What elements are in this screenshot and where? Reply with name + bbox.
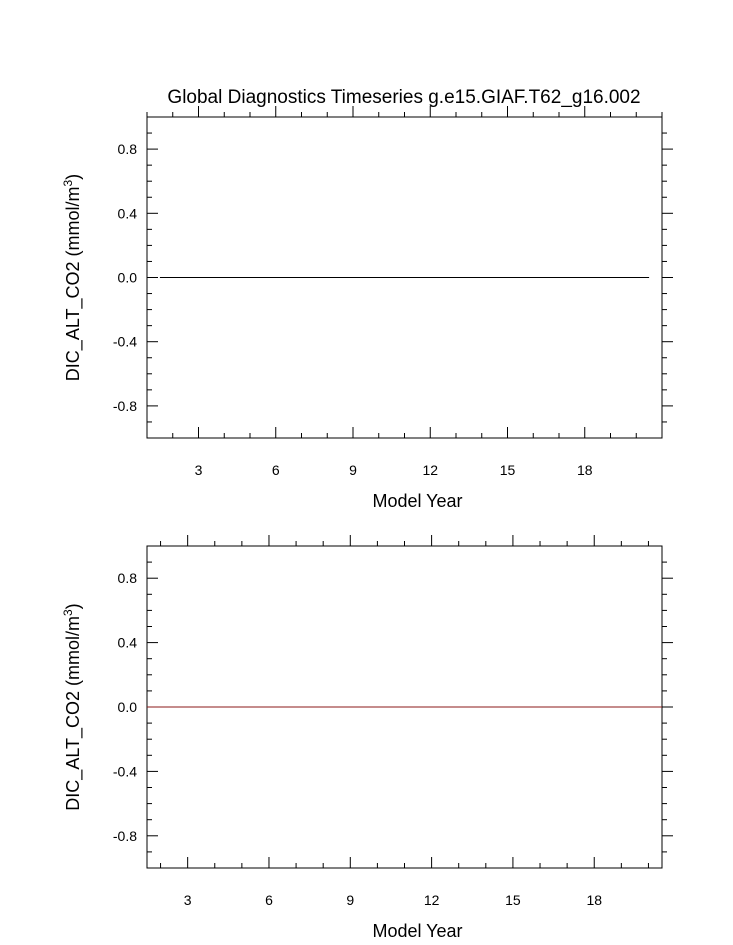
x-tick-label: 18 (577, 462, 593, 478)
y-tick-label: 0.4 (118, 635, 138, 651)
y-tick-label: -0.8 (113, 398, 137, 414)
y-tick-label: -0.8 (113, 828, 137, 844)
x-tick-label: 12 (424, 892, 440, 908)
y-axis-label-close: ) (63, 174, 83, 180)
y-axis-label-close: ) (63, 603, 83, 609)
x-tick-label: 3 (195, 462, 203, 478)
y-axis-label-text: DIC_ALT_CO2 (mmol/m (63, 616, 84, 811)
x-axis-label: Model Year (372, 921, 462, 941)
y-axis-label-text: DIC_ALT_CO2 (mmol/m (63, 186, 84, 381)
y-tick-label: -0.4 (113, 334, 137, 350)
y-axis-label: DIC_ALT_CO2 (mmol/m3) (61, 174, 84, 381)
timeseries-panel-top: 3 6 9 12 15 18 0.8 0.4 0.0 -0.4 -0.8 Model Year DIC_… (61, 106, 673, 511)
x-tick-label: 18 (586, 892, 602, 908)
x-axis-label: Model Year (372, 491, 462, 511)
timeseries-panel-bottom: 3 6 9 12 15 18 0.8 0.4 0.0 -0.4 -0.8 Model Year DIC_… (61, 535, 673, 941)
x-tick-label: 6 (265, 892, 273, 908)
y-tick-label: 0.8 (118, 141, 138, 157)
y-axis-label-superscript: 3 (61, 179, 75, 186)
x-tick-label: 15 (500, 462, 516, 478)
x-tick-label: 6 (272, 462, 280, 478)
x-tick-label: 3 (184, 892, 192, 908)
x-tick-label: 15 (505, 892, 521, 908)
y-tick-label: 0.4 (118, 205, 138, 221)
y-axis-label: DIC_ALT_CO2 (mmol/m3) (61, 603, 84, 810)
x-tick-label: 9 (349, 462, 357, 478)
y-tick-label: 0.0 (118, 270, 138, 286)
x-tick-label: 9 (346, 892, 354, 908)
y-axis-label-superscript: 3 (61, 609, 75, 616)
y-tick-label: -0.4 (113, 763, 137, 779)
page-title: Global Diagnostics Timeseries g.e15.GIAF… (167, 87, 640, 108)
y-tick-label: 0.0 (118, 699, 138, 715)
y-tick-label: 0.8 (118, 570, 138, 586)
x-tick-label: 12 (422, 462, 438, 478)
